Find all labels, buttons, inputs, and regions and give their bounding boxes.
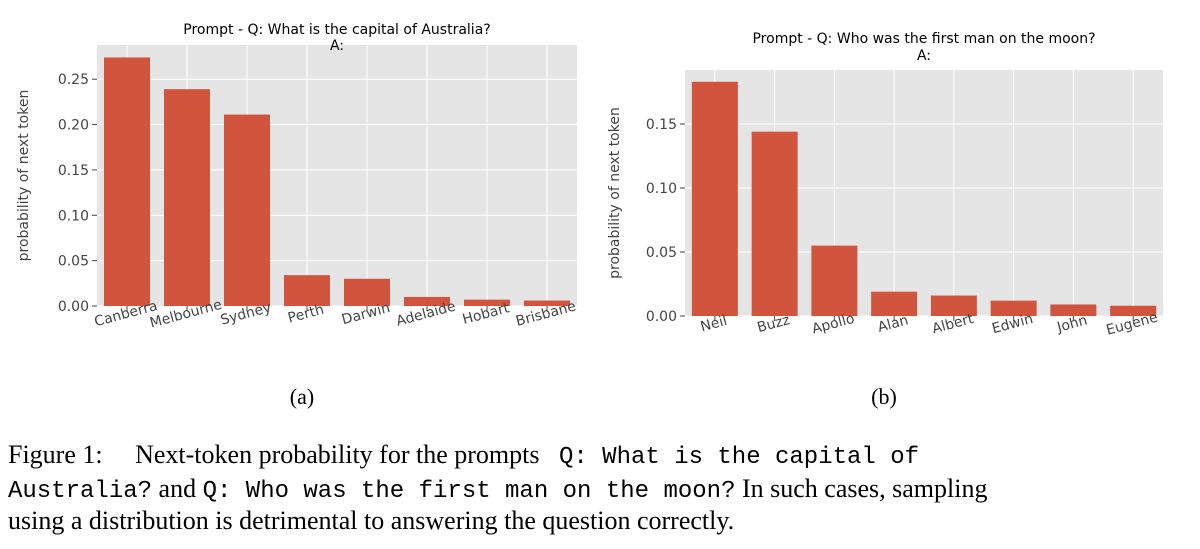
bar-adelaide: [404, 296, 450, 306]
x-tick-label: Alan: [876, 312, 910, 335]
caption-code-3: Q: Who was the first man on the moon?: [202, 478, 736, 505]
y-tick-label: 0.15: [58, 163, 89, 179]
y-tick-label: 0.15: [646, 117, 677, 133]
y-axis-label: probability of next token: [607, 107, 623, 279]
bar-john: [1050, 304, 1097, 316]
bar-sydney: [224, 114, 270, 307]
caption-text-3: using a distribution is detrimental to a…: [8, 506, 735, 535]
y-axis-label: probability of next token: [16, 90, 32, 262]
bar-darwin: [344, 278, 390, 306]
caption-text-1: Next-token probability for the prompts: [135, 440, 540, 469]
panel-label: (a): [290, 384, 314, 409]
caption-code-1: Q: What is the capital of: [558, 444, 920, 471]
bar-eugene: [1110, 305, 1157, 316]
y-tick-label: 0.10: [58, 208, 89, 224]
chart-title-line: A:: [330, 38, 344, 54]
y-tick-label: 0.05: [58, 254, 89, 270]
chart-title-line: A:: [917, 48, 931, 64]
chart-title-line: Prompt - Q: Who was the first man on the…: [752, 31, 1095, 47]
panel-label: (b): [871, 384, 897, 409]
bar-alan: [871, 291, 918, 316]
y-tick-label: 0.25: [58, 72, 89, 88]
bar-canberra: [104, 57, 150, 306]
bar-apollo: [811, 245, 858, 316]
caption-label: Figure 1:: [8, 440, 103, 469]
caption-code-2: Australia?: [8, 478, 153, 505]
y-tick-label: 0.00: [58, 299, 89, 315]
y-tick-label: 0.20: [58, 118, 89, 134]
caption-line-3: using a distribution is detrimental to a…: [8, 506, 734, 536]
caption-joiner: and: [158, 474, 197, 503]
bar-neil: [691, 81, 738, 316]
bar-edwin: [990, 300, 1037, 316]
y-tick-label: 0.10: [646, 181, 677, 197]
caption-line-1: Figure 1: Next-token probability for the…: [8, 440, 919, 471]
bar-buzz: [751, 131, 798, 316]
y-tick-label: 0.00: [646, 309, 677, 325]
x-tick-label: John: [1055, 312, 1090, 336]
y-tick-label: 0.05: [646, 245, 677, 261]
caption-text-2: In such cases, sampling: [741, 474, 988, 503]
chart-a: 0.000.050.100.150.200.25CanberraMelbourn…: [16, 22, 578, 409]
bar-perth: [284, 275, 330, 306]
bar-albert: [930, 295, 977, 316]
bar-hobart: [464, 299, 510, 306]
x-tick-label: Neil: [699, 313, 729, 335]
caption-line-2: Australia? and Q: Who was the first man …: [8, 474, 987, 505]
chart-title-line: Prompt - Q: What is the capital of Austr…: [183, 22, 490, 38]
bar-brisbane: [524, 300, 570, 306]
bar-melbourne: [164, 89, 210, 307]
